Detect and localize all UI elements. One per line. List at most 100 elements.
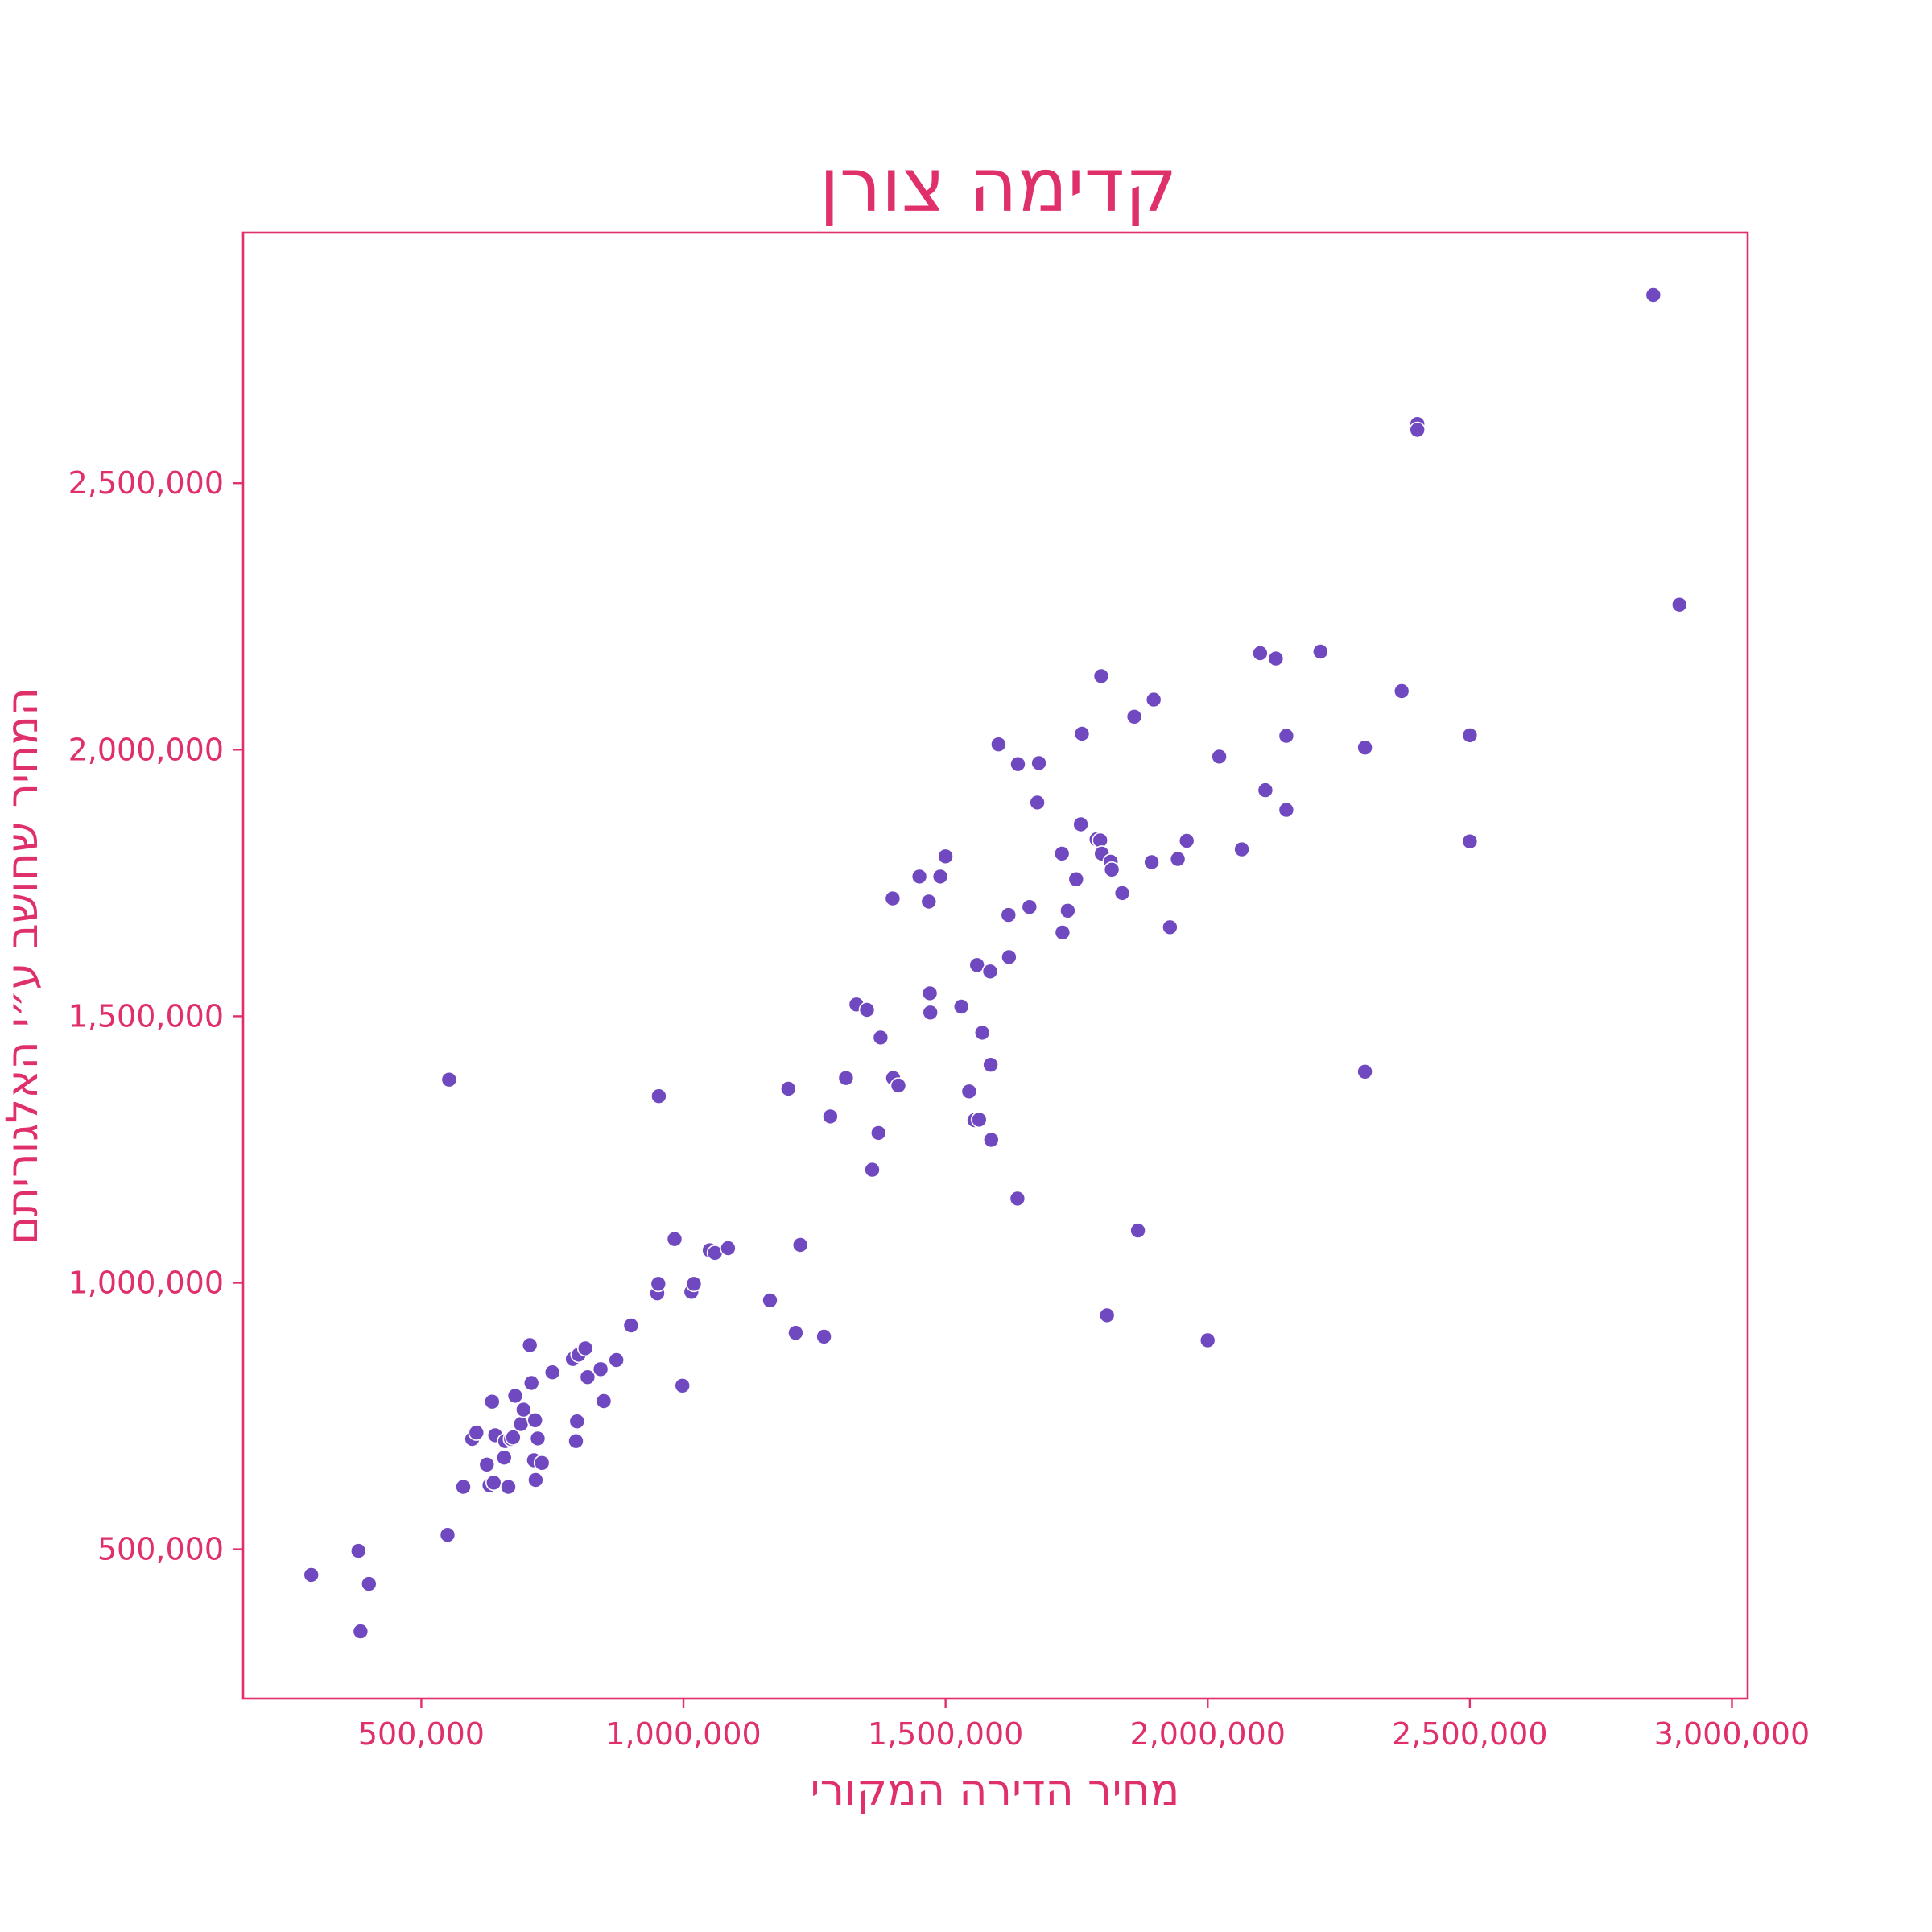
data-point: [579, 1368, 597, 1385]
data-point: [1233, 840, 1250, 858]
data-point: [478, 1456, 496, 1473]
data-point: [468, 1424, 485, 1441]
data-point: [505, 1429, 522, 1446]
data-point: [910, 868, 928, 886]
data-point: [931, 868, 949, 886]
y-tick-label: 2,000,000: [68, 732, 224, 767]
data-point: [791, 1236, 809, 1253]
data-point: [1199, 1331, 1216, 1349]
data-point: [666, 1230, 683, 1248]
data-point: [1356, 739, 1373, 757]
data-point: [1312, 643, 1329, 660]
x-tick-label: 3,000,000: [1654, 1716, 1810, 1752]
data-point: [1073, 725, 1091, 742]
data-point: [1067, 870, 1085, 888]
data-point: [822, 1108, 839, 1125]
data-point: [1129, 1222, 1146, 1239]
data-point: [515, 1401, 532, 1418]
data-point: [1098, 1307, 1116, 1324]
data-point: [622, 1317, 640, 1334]
x-tick-label: 500,000: [358, 1716, 485, 1752]
data-point: [440, 1071, 458, 1088]
x-axis-ticks: 500,000 1,000,000 1,500,000 2,000,000 2,500,…: [358, 1699, 1810, 1752]
data-point: [1030, 754, 1047, 772]
data-point: [522, 1374, 540, 1392]
data-point: [973, 1024, 991, 1042]
data-point: [576, 1340, 594, 1357]
data-point: [1393, 683, 1410, 700]
data-point: [568, 1413, 586, 1430]
data-point: [1645, 287, 1662, 303]
data-point: [937, 848, 954, 865]
data-point: [1356, 1063, 1373, 1080]
data-point: [521, 1336, 539, 1354]
data-point: [650, 1088, 667, 1104]
data-point: [1029, 794, 1046, 811]
data-point: [1145, 691, 1162, 708]
data-point: [990, 736, 1007, 753]
chart-title: קדימה צורן: [819, 142, 1178, 229]
data-point: [1671, 596, 1688, 613]
data-point: [1211, 748, 1228, 766]
data-point: [1053, 845, 1071, 862]
data-point: [1059, 902, 1076, 919]
plot-area-frame: [242, 231, 1749, 1700]
data-point: [1009, 1190, 1026, 1208]
x-axis-label: מחיר הדירה המקורי: [811, 1765, 1180, 1815]
data-point: [349, 1542, 367, 1559]
data-point: [864, 1161, 881, 1179]
data-point: [595, 1393, 613, 1410]
data-point: [971, 1111, 988, 1129]
data-point: [952, 998, 970, 1015]
data-point: [1021, 898, 1038, 915]
data-point: [1001, 948, 1018, 966]
data-point: [592, 1360, 609, 1378]
data-point: [968, 956, 985, 974]
data-point: [1169, 850, 1187, 868]
data-point: [533, 1455, 551, 1472]
data-point: [360, 1575, 378, 1592]
data-point: [960, 1083, 978, 1100]
data-point: [1257, 782, 1274, 799]
x-tick-label: 1,500,000: [868, 1716, 1023, 1752]
y-axis-ticks: 500,000 1,000,000 1,500,000 2,000,000 2,500,…: [68, 465, 243, 1567]
data-point: [884, 890, 902, 907]
x-tick-label: 1,000,000: [605, 1716, 761, 1752]
data-point: [1162, 919, 1179, 936]
data-point: [455, 1478, 472, 1496]
data-point: [303, 1567, 320, 1583]
y-axis-label: המחיר שחושב ע״י האלגוריתם: [0, 687, 47, 1245]
y-tick-label: 1,000,000: [68, 1265, 224, 1300]
data-point: [787, 1324, 804, 1341]
data-point: [608, 1352, 625, 1368]
data-point: [500, 1478, 517, 1496]
data-point: [485, 1474, 502, 1492]
data-point: [1461, 832, 1479, 850]
data-point: [920, 893, 938, 910]
y-tick-label: 2,500,000: [68, 465, 224, 501]
data-point: [890, 1077, 907, 1094]
data-point: [529, 1430, 547, 1447]
data-point: [1267, 650, 1285, 667]
data-point: [921, 985, 939, 1002]
data-point: [1409, 421, 1426, 439]
data-point: [1054, 924, 1071, 941]
data-point: [779, 1080, 797, 1097]
data-point: [506, 1387, 524, 1405]
data-point: [982, 1056, 999, 1073]
y-tick-label: 500,000: [97, 1532, 224, 1567]
x-tick-label: 2,000,000: [1130, 1716, 1286, 1752]
data-point: [815, 1328, 832, 1345]
data-point: [1252, 645, 1269, 662]
data-point: [837, 1069, 855, 1087]
data-point: [1178, 832, 1195, 849]
data-point: [685, 1275, 703, 1293]
data-point: [1009, 755, 1026, 773]
data-point: [650, 1275, 667, 1293]
data-point: [1143, 853, 1160, 871]
data-point: [922, 1004, 939, 1022]
data-point: [1000, 906, 1018, 923]
data-points: [303, 287, 1688, 1640]
data-point: [858, 1001, 876, 1018]
